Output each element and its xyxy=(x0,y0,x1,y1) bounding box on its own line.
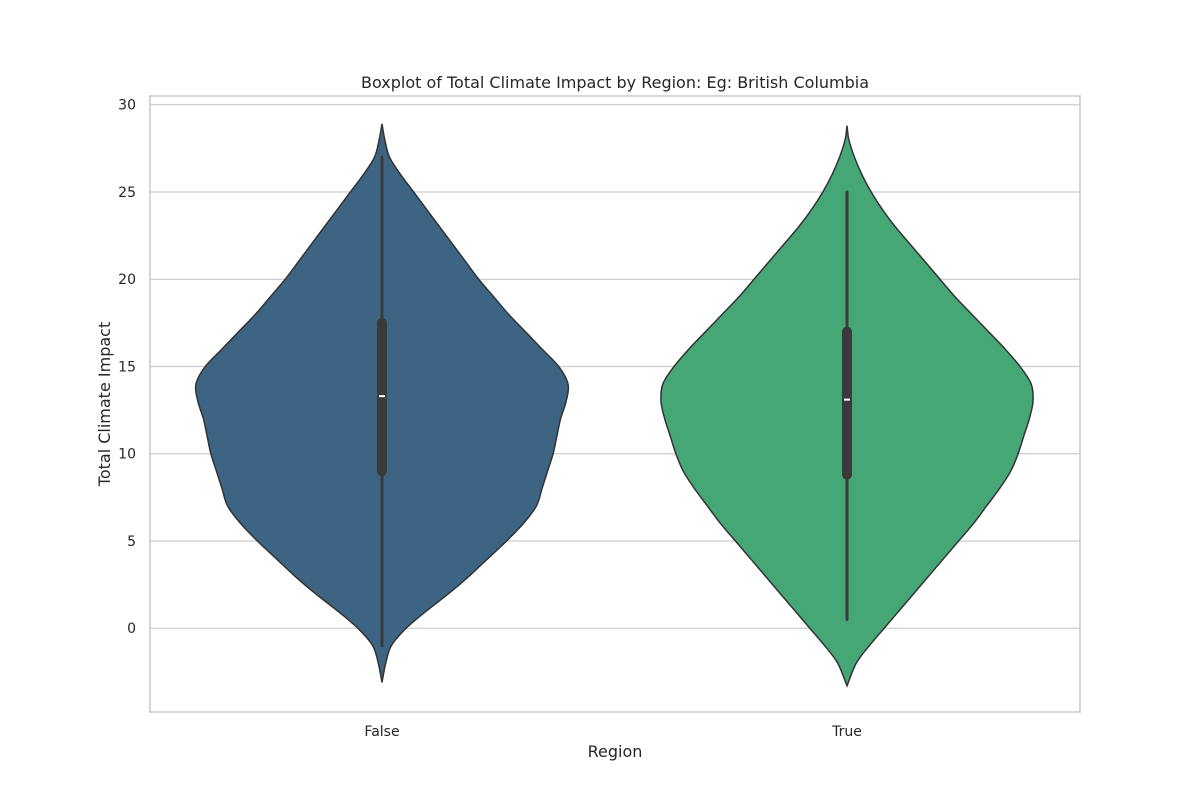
y-axis-label: Total Climate Impact xyxy=(95,322,114,487)
x-tick-labels: False True xyxy=(364,724,861,740)
y-tick-label: 20 xyxy=(118,272,136,288)
y-tick-label: 25 xyxy=(118,185,136,201)
chart-title: Boxplot of Total Climate Impact by Regio… xyxy=(361,73,869,92)
x-tick-label-false: False xyxy=(364,724,399,740)
plot-frame xyxy=(149,95,1081,713)
y-tick-label: 30 xyxy=(118,98,136,114)
x-tick-label-true: True xyxy=(831,724,862,740)
violins xyxy=(194,123,1034,688)
violin-group-false xyxy=(194,123,570,683)
y-tick-label: 0 xyxy=(127,621,136,637)
y-tick-labels: 0 5 10 15 20 25 30 xyxy=(118,98,136,638)
y-tick-label: 15 xyxy=(118,359,136,375)
y-tick-label: 5 xyxy=(127,534,136,550)
violin-group-true xyxy=(660,125,1034,688)
y-tick-label: 10 xyxy=(118,447,136,463)
x-axis-label: Region xyxy=(588,742,643,761)
